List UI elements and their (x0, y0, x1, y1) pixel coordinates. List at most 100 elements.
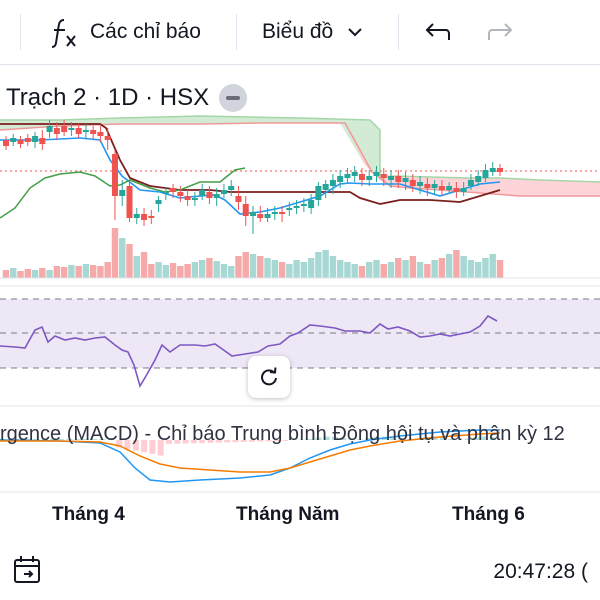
candle-body (155, 200, 162, 204)
volume-bar (111, 228, 119, 278)
macd-histogram-bar (232, 440, 239, 443)
macd-histogram-bar (107, 439, 114, 440)
macd-histogram-bar (448, 438, 455, 440)
calendar-icon[interactable] (12, 554, 44, 586)
candle-body (184, 196, 191, 200)
volume-bar (293, 260, 300, 278)
candle-body (24, 138, 31, 142)
x-axis-label: Tháng 4 (52, 504, 125, 525)
macd-histogram-bar (265, 440, 272, 442)
macd-histogram-bar (49, 439, 56, 440)
macd-histogram-bar (298, 439, 305, 440)
candle-body (3, 140, 9, 146)
volume-bar (402, 260, 409, 278)
macd-signal-line (0, 432, 501, 473)
volume-bar (126, 244, 133, 278)
candle-body (402, 178, 409, 182)
indicators-label: Các chỉ báo (90, 20, 201, 43)
chart-type-button[interactable]: Biểu đồ (262, 0, 365, 64)
candle-body (308, 200, 315, 208)
macd-histogram-bar (207, 440, 214, 443)
candle-body (300, 204, 307, 206)
volume-bar (213, 261, 220, 278)
rsi-line (0, 314, 498, 388)
macd-histogram-bar (24, 439, 31, 440)
redo-icon[interactable] (486, 20, 514, 44)
candle-body (126, 186, 133, 218)
volume-bar (358, 266, 366, 278)
macd-histogram-bar (182, 440, 189, 444)
candle-body (104, 136, 111, 140)
volume-bar (475, 262, 482, 278)
macd-histogram-bar (489, 437, 496, 440)
volume-bar (24, 269, 31, 278)
candle-body (489, 168, 496, 172)
candle-body (162, 192, 169, 194)
clock-time[interactable]: 20:47:28 ( (493, 560, 588, 583)
candle-body (271, 212, 278, 214)
candle-body (75, 128, 82, 134)
volume-bar (380, 264, 387, 278)
candle-body (68, 128, 75, 130)
volume-bar (460, 256, 467, 278)
volume-bar (336, 260, 344, 278)
macd-histogram-bar (190, 440, 197, 444)
candle-body (366, 176, 373, 180)
candle-body (235, 196, 242, 202)
minus-icon[interactable] (219, 84, 248, 112)
volume-bar (75, 266, 82, 278)
candle-body (329, 180, 336, 186)
indicators-button[interactable]: Các chỉ báo (50, 0, 201, 64)
undo-icon[interactable] (424, 20, 452, 44)
macd-histogram-bar (132, 440, 139, 451)
volume-bar (31, 270, 39, 278)
reset-chart-button[interactable] (248, 356, 290, 398)
macd-indicator-label[interactable]: rgence (MACD) - Chỉ báo Trung bình Động … (0, 423, 565, 445)
macd-histogram-bar (66, 439, 73, 440)
candle-body (431, 184, 438, 188)
volume-bar (329, 256, 337, 278)
toolbar-divider (0, 64, 600, 65)
volume-bar (60, 267, 68, 278)
symbol-legend[interactable]: Trạch 2 · 1D · HSX (6, 84, 248, 112)
macd-histogram-bar (439, 437, 446, 440)
volume-bar (416, 262, 424, 278)
chart-type-label: Biểu đồ (262, 20, 334, 43)
volume-bar (467, 260, 475, 278)
volume-bar (395, 258, 402, 278)
macd-histogram-bar (340, 438, 347, 440)
x-axis-label: Tháng 6 (452, 504, 525, 525)
volume-bar (489, 254, 496, 278)
volume-bar (206, 258, 213, 278)
candle-body (424, 184, 431, 188)
volume-bar (373, 260, 380, 278)
volume-bar (300, 262, 308, 278)
macd-histogram-bar (348, 439, 355, 440)
candle-body (53, 128, 60, 134)
candle-body (497, 168, 503, 172)
candle-body (10, 138, 17, 142)
volume-bar (315, 252, 322, 278)
volume-bar (351, 264, 358, 278)
volume-bar (235, 256, 242, 278)
macd-histogram-bar (390, 437, 397, 440)
volume-bar (249, 254, 257, 278)
candle-body (395, 176, 402, 182)
candle-body (39, 138, 46, 144)
macd-histogram-bar (74, 439, 81, 440)
candle-body (388, 176, 395, 180)
candle-body (220, 190, 227, 194)
volume-bar (46, 270, 53, 278)
volume-bar (271, 260, 278, 278)
candle-body (293, 206, 300, 208)
volume-bar (97, 266, 104, 278)
volume-bar (133, 256, 140, 278)
volume-bar (307, 258, 315, 278)
candle-body (206, 192, 213, 198)
volume-bar (119, 238, 126, 278)
chevron-down-icon (348, 28, 362, 37)
symbol-legend-text: Trạch 2 · 1D · HSX (6, 84, 210, 111)
chart-canvas[interactable] (0, 65, 600, 540)
candle-body (97, 132, 104, 136)
volume-bar (228, 266, 235, 278)
